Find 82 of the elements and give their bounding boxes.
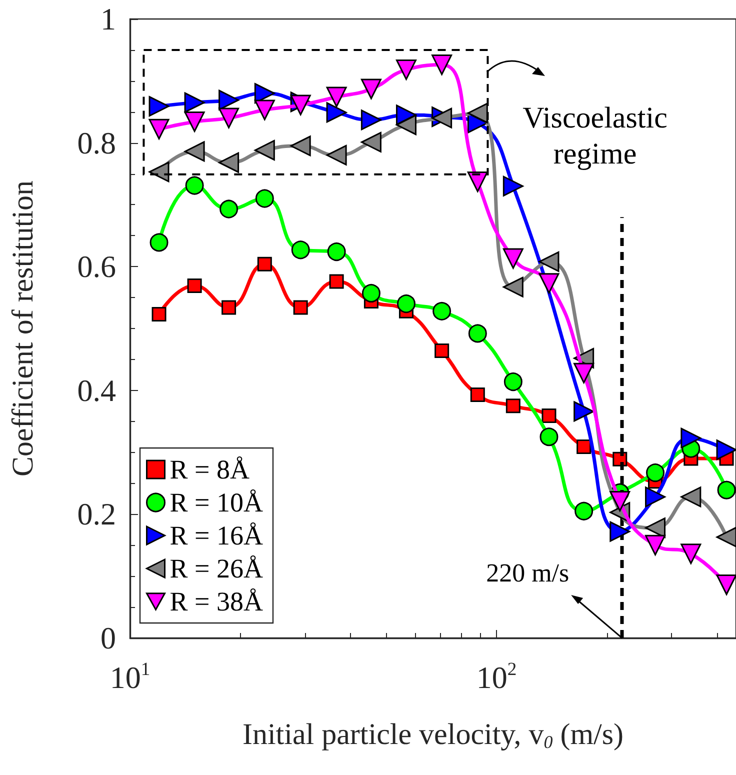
point: [680, 486, 702, 508]
point: [540, 428, 558, 446]
point: [148, 118, 170, 140]
point: [187, 278, 202, 294]
point: [254, 140, 275, 160]
point: [148, 96, 170, 117]
point: [257, 256, 272, 272]
point: [504, 372, 522, 391]
point: [467, 172, 488, 192]
y-tick-label: 0.6: [77, 249, 116, 284]
point: [467, 102, 488, 124]
point: [574, 362, 594, 384]
point: [645, 534, 666, 556]
point: [610, 490, 630, 512]
point: [184, 141, 205, 162]
y-tick-label: 1: [100, 2, 116, 36]
point: [185, 176, 204, 195]
point: [326, 102, 347, 123]
point: [542, 408, 556, 424]
point: [184, 92, 205, 113]
y-tick-label: 0.2: [77, 496, 116, 532]
point: [218, 90, 240, 110]
point: [680, 544, 702, 564]
point: [716, 574, 736, 596]
legend-label: R = 8Å: [170, 454, 250, 484]
y-tick-label: 0.4: [77, 372, 116, 408]
point: [574, 502, 594, 520]
point: [148, 162, 170, 182]
point: [506, 398, 520, 414]
legend-label: R = 10Å: [170, 488, 264, 518]
point: [538, 251, 560, 272]
point: [329, 274, 344, 289]
point: [326, 86, 347, 108]
legend-label: R = 16Å: [170, 520, 264, 550]
point: [680, 428, 702, 448]
point: [716, 526, 736, 548]
point: [432, 302, 452, 320]
point: [293, 300, 308, 315]
point: [396, 114, 416, 136]
point: [432, 54, 452, 76]
point: [291, 240, 310, 260]
y-tick-label: 0.8: [77, 125, 116, 160]
point: [646, 463, 665, 482]
y-tick-label: 0: [100, 620, 116, 656]
point: [502, 248, 524, 269]
legend-label: R = 38Å: [170, 586, 264, 616]
point: [470, 387, 485, 402]
ref-line-label: 220 m/s: [486, 558, 570, 588]
point: [434, 344, 450, 358]
point: [218, 108, 240, 128]
point: [717, 480, 736, 500]
point: [150, 233, 168, 252]
point: [610, 521, 630, 542]
point: [152, 307, 166, 322]
point: [645, 486, 666, 508]
point: [576, 439, 592, 454]
point: [360, 132, 382, 152]
point: [254, 83, 275, 104]
point: [716, 440, 736, 460]
point: [255, 189, 274, 208]
point: [397, 294, 416, 313]
legend-label: R = 26Å: [170, 554, 264, 584]
point: [396, 60, 416, 80]
point: [222, 300, 236, 315]
point: [218, 152, 240, 173]
point: [538, 273, 560, 294]
point: [290, 136, 311, 156]
annotation: Viscoelastic regime: [522, 102, 668, 170]
y-axis-title: Coefficient of restitution: [6, 180, 40, 477]
point: [254, 100, 275, 120]
point: [502, 276, 524, 298]
point: [327, 242, 346, 261]
point: [574, 401, 594, 422]
point: [220, 200, 238, 218]
point: [645, 518, 666, 538]
point: [362, 284, 380, 302]
point: [502, 176, 524, 196]
point: [360, 78, 382, 100]
point: [184, 112, 205, 132]
point: [326, 144, 347, 166]
point: [360, 110, 382, 130]
point: [468, 324, 487, 343]
